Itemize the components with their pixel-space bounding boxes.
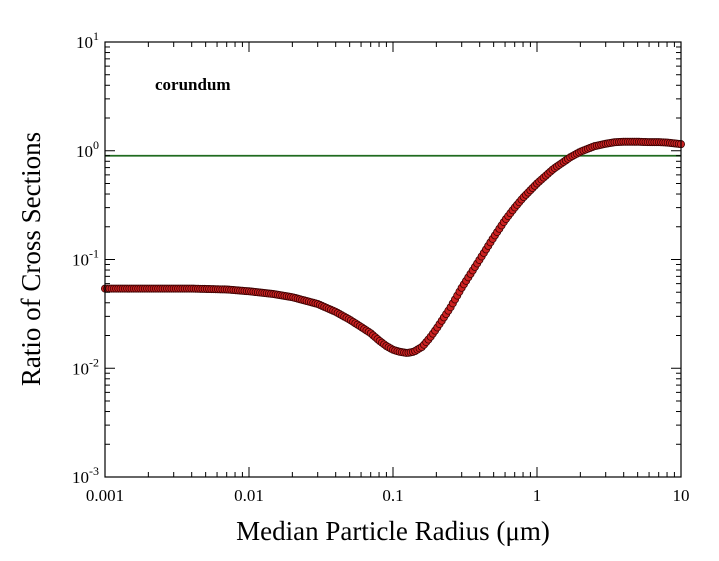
x-tick-label: 10 — [673, 486, 690, 505]
x-tick-label: 1 — [533, 486, 542, 505]
y-tick-label: 101 — [76, 29, 99, 52]
y-tick-label: 100 — [76, 138, 99, 161]
x-tick-label: 0.1 — [382, 486, 403, 505]
y-tick-label: 10-1 — [72, 247, 99, 270]
x-tick-label: 0.001 — [86, 486, 124, 505]
y-tick-label: 10-3 — [72, 464, 99, 487]
data-layer — [101, 137, 686, 357]
x-axis-title: Median Particle Radius (μm) — [236, 516, 550, 546]
y-tick-label: 10-2 — [72, 355, 99, 378]
y-axis-title: Ratio of Cross Sections — [16, 132, 46, 386]
x-tick-label: 0.01 — [234, 486, 264, 505]
chart-annotation: corundum — [155, 75, 231, 94]
plot-frame — [104, 41, 682, 478]
ticks-layer: 0.001 0.01 0.1 1 10 10-3 10-2 10-1 100 101 — [72, 29, 690, 505]
